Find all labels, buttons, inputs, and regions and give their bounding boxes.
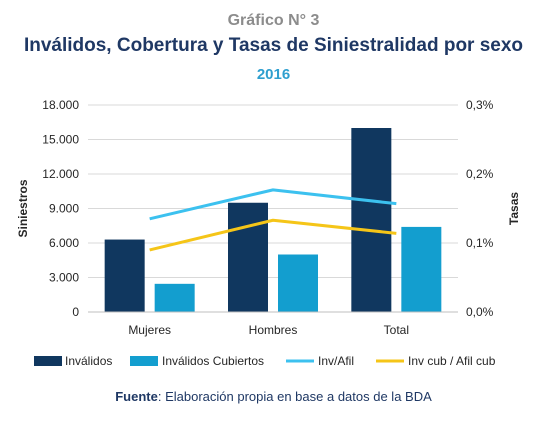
legend-swatch-invalidos xyxy=(34,356,62,366)
y-tick-label: 0 xyxy=(72,305,79,319)
y2-axis-title: Tasas xyxy=(507,192,521,225)
chart: 0 3.000 6.000 9.000 12.000 15.000 18.000 0,0% 0,… xyxy=(16,98,521,368)
y-tick-label: 12.000 xyxy=(42,167,79,181)
chart-title: Inválidos, Cobertura y Tasas de Siniestr… xyxy=(23,35,524,56)
bar-invalidos-cubiertos xyxy=(401,226,442,312)
y-tick-label: 15.000 xyxy=(42,133,79,147)
x-tick-label: Hombres xyxy=(249,323,298,337)
y2-tick-label: 0,0% xyxy=(466,305,494,319)
y-tick-label: 9.000 xyxy=(49,202,79,216)
line-inv-cub-afil-cub xyxy=(149,218,397,252)
y-tick-label: 18.000 xyxy=(42,98,79,112)
chart-year: 2016 xyxy=(256,66,291,83)
legend-swatch-invalidos-cubiertos xyxy=(130,356,158,366)
x-tick-label: Total xyxy=(384,323,409,337)
y2-tick-label: 0,1% xyxy=(466,236,494,250)
legend-label-invalidos-cubiertos: Inválidos Cubiertos xyxy=(162,354,264,368)
bar-invalidos-cubiertos xyxy=(154,283,195,312)
source-label: Fuente xyxy=(115,389,158,404)
x-tick-label: Mujeres xyxy=(128,323,171,337)
bar-invalidos-cubiertos xyxy=(278,254,318,312)
y2-tick-label: 0,3% xyxy=(466,98,494,112)
source-text: : Elaboración propia en base a datos de … xyxy=(157,389,432,404)
y-tick-label: 6.000 xyxy=(49,236,79,250)
line-inv-afil xyxy=(149,188,397,221)
legend-label-invalidos: Inválidos xyxy=(65,354,112,368)
bar-invalidos xyxy=(104,239,145,312)
y2-tick-label: 0,2% xyxy=(466,167,494,181)
legend-label-inv-cub-afil-cub: Inv cub / Afil cub xyxy=(408,354,496,368)
source-note: Fuente: Elaboración propia en base a dat… xyxy=(0,389,547,404)
chart-supertitle: Gráfico N° 3 xyxy=(227,12,320,29)
legend-label-inv-afil: Inv/Afil xyxy=(318,354,354,368)
y-tick-label: 3.000 xyxy=(49,271,79,285)
y-axis-title: Siniestros xyxy=(16,179,30,237)
bar-invalidos xyxy=(228,202,268,312)
bar-invalidos xyxy=(351,128,392,312)
